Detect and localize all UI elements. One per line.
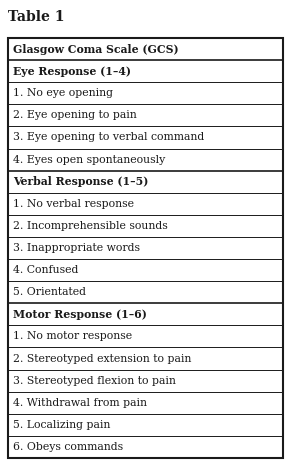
Text: 1. No verbal response: 1. No verbal response — [13, 199, 134, 209]
Text: 3. Eye opening to verbal command: 3. Eye opening to verbal command — [13, 133, 204, 142]
Text: 5. Orientated: 5. Orientated — [13, 287, 86, 297]
Text: 3. Stereotyped flexion to pain: 3. Stereotyped flexion to pain — [13, 376, 176, 385]
Text: Motor Response (1–6): Motor Response (1–6) — [13, 309, 147, 320]
Text: 5. Localizing pain: 5. Localizing pain — [13, 420, 110, 430]
Text: 4. Eyes open spontaneously: 4. Eyes open spontaneously — [13, 154, 165, 165]
Text: 4. Withdrawal from pain: 4. Withdrawal from pain — [13, 398, 147, 408]
Text: Verbal Response (1–5): Verbal Response (1–5) — [13, 176, 148, 187]
Text: Eye Response (1–4): Eye Response (1–4) — [13, 66, 131, 77]
Text: 6. Obeys commands: 6. Obeys commands — [13, 442, 123, 452]
Text: 2. Eye opening to pain: 2. Eye opening to pain — [13, 110, 137, 120]
Text: 4. Confused: 4. Confused — [13, 265, 78, 275]
Text: 3. Inappropriate words: 3. Inappropriate words — [13, 243, 140, 253]
Text: 2. Stereotyped extension to pain: 2. Stereotyped extension to pain — [13, 353, 191, 364]
Text: 1. No motor response: 1. No motor response — [13, 332, 132, 341]
Text: 1. No eye opening: 1. No eye opening — [13, 88, 113, 98]
Text: Glasgow Coma Scale (GCS): Glasgow Coma Scale (GCS) — [13, 44, 179, 54]
Text: 2. Incomprehensible sounds: 2. Incomprehensible sounds — [13, 221, 168, 231]
Text: Table 1: Table 1 — [8, 10, 64, 24]
